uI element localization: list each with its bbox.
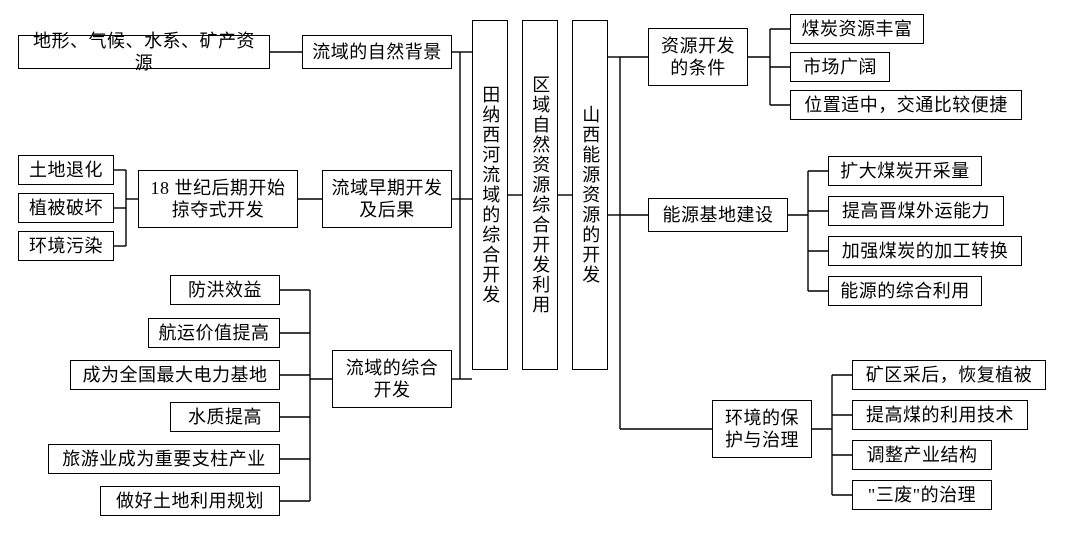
right-env-c3: 调整产业结构	[852, 440, 992, 470]
right-base-parent: 能源基地建设	[648, 198, 788, 232]
right-base-c4: 能源的综合利用	[828, 276, 982, 306]
right-base-c2: 提高晋煤外运能力	[828, 196, 1004, 226]
right-env-c2: 提高煤的利用技术	[852, 400, 1028, 430]
left-early-parent: 流域早期开发及后果	[322, 170, 452, 228]
right-cond-c2: 市场广阔	[790, 52, 890, 82]
left-early-c3: 环境污染	[18, 231, 114, 261]
left-early-mid: 18 世纪后期开始掠夺式开发	[138, 170, 298, 228]
left-early-c1: 土地退化	[18, 155, 114, 185]
left-comp-c3: 成为全国最大电力基地	[70, 360, 280, 390]
left-comp-c4: 水质提高	[170, 402, 280, 432]
right-env-c4: "三废"的治理	[852, 480, 992, 510]
left-bg-parent: 流域的自然背景	[302, 35, 452, 69]
left-early-c2: 植被破坏	[18, 193, 114, 223]
left-comp-c6: 做好土地利用规划	[100, 486, 280, 516]
right-cond-c3: 位置适中，交通比较便捷	[790, 90, 1022, 120]
left-comp-c2: 航运价值提高	[148, 318, 280, 348]
left-bg-child: 地形、气候、水系、矿产资源	[18, 35, 270, 69]
right-cond-c1: 煤炭资源丰富	[790, 14, 924, 44]
left-comp-c5: 旅游业成为重要支柱产业	[48, 444, 280, 474]
right-cond-parent: 资源开发的条件	[648, 28, 748, 86]
center-col-tennessee: 田纳西河流域的综合开发	[472, 20, 508, 370]
right-env-parent: 环境的保护与治理	[712, 400, 812, 458]
right-base-c3: 加强煤炭的加工转换	[828, 236, 1022, 266]
left-comp-c1: 防洪效益	[170, 275, 280, 305]
left-comp-parent: 流域的综合开发	[332, 350, 452, 408]
right-base-c1: 扩大煤炭开采量	[828, 156, 982, 186]
right-env-c1: 矿区采后，恢复植被	[852, 360, 1046, 390]
center-col-shanxi: 山西能源资源的开发	[572, 20, 608, 370]
center-col-regional: 区域自然资源综合开发利用	[522, 20, 558, 370]
